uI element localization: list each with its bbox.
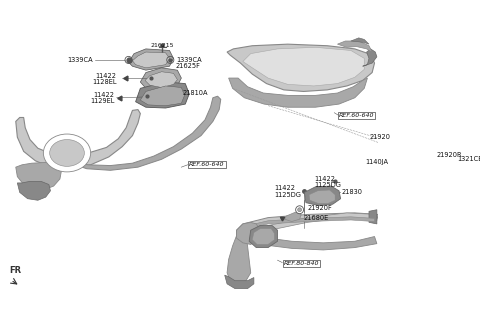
- Text: 21680E: 21680E: [303, 215, 329, 221]
- Text: REF.60-640: REF.60-640: [189, 162, 225, 167]
- Polygon shape: [136, 82, 189, 108]
- Polygon shape: [369, 210, 377, 224]
- Polygon shape: [304, 186, 341, 206]
- Text: 11422: 11422: [275, 185, 295, 192]
- Polygon shape: [140, 86, 184, 106]
- Polygon shape: [227, 236, 251, 283]
- Text: 21920F: 21920F: [308, 205, 332, 211]
- Polygon shape: [405, 141, 432, 159]
- Polygon shape: [227, 44, 374, 92]
- Text: 21830: 21830: [341, 189, 362, 195]
- Circle shape: [413, 145, 424, 156]
- Text: REF.60-640: REF.60-640: [339, 113, 374, 118]
- Polygon shape: [132, 52, 169, 68]
- Text: 1339CA: 1339CA: [176, 57, 202, 63]
- Polygon shape: [254, 236, 377, 250]
- Polygon shape: [237, 222, 260, 244]
- Ellipse shape: [43, 134, 91, 172]
- Polygon shape: [16, 110, 140, 169]
- Polygon shape: [363, 49, 377, 66]
- Text: 21920: 21920: [369, 134, 390, 140]
- Polygon shape: [252, 229, 275, 244]
- Polygon shape: [145, 72, 178, 88]
- Polygon shape: [129, 49, 173, 70]
- Text: 1339CA: 1339CA: [67, 57, 93, 63]
- Text: 1128EL: 1128EL: [92, 79, 117, 85]
- Text: 21920R: 21920R: [437, 152, 462, 157]
- Polygon shape: [17, 181, 50, 200]
- Polygon shape: [309, 190, 335, 203]
- Polygon shape: [249, 225, 277, 248]
- Text: 1321CB: 1321CB: [457, 156, 480, 162]
- Polygon shape: [237, 213, 378, 240]
- Polygon shape: [225, 275, 254, 289]
- Text: 11422: 11422: [93, 92, 114, 98]
- Circle shape: [397, 136, 404, 143]
- Circle shape: [298, 208, 301, 212]
- Text: 21625F: 21625F: [176, 63, 201, 69]
- Circle shape: [416, 148, 421, 153]
- Circle shape: [447, 156, 455, 163]
- Ellipse shape: [49, 139, 84, 166]
- Polygon shape: [285, 212, 301, 221]
- Polygon shape: [243, 47, 364, 86]
- Text: 21810A: 21810A: [183, 90, 208, 96]
- Polygon shape: [244, 217, 374, 230]
- Polygon shape: [432, 144, 457, 156]
- Text: 1129EL: 1129EL: [90, 98, 114, 104]
- Text: 1140JA: 1140JA: [366, 159, 389, 165]
- Polygon shape: [75, 96, 221, 170]
- Polygon shape: [351, 38, 369, 44]
- Text: REF.80-840: REF.80-840: [284, 261, 319, 266]
- Text: 1125DG: 1125DG: [275, 192, 301, 198]
- Polygon shape: [260, 213, 377, 236]
- Polygon shape: [16, 162, 61, 190]
- Text: 216215: 216215: [151, 43, 174, 48]
- Text: 11422: 11422: [314, 176, 335, 182]
- Text: FR: FR: [9, 266, 21, 275]
- Circle shape: [296, 206, 303, 214]
- Polygon shape: [228, 78, 367, 107]
- Polygon shape: [140, 68, 181, 90]
- Text: 11422: 11422: [96, 73, 117, 79]
- Text: 1125DG: 1125DG: [314, 182, 341, 188]
- Polygon shape: [337, 41, 372, 52]
